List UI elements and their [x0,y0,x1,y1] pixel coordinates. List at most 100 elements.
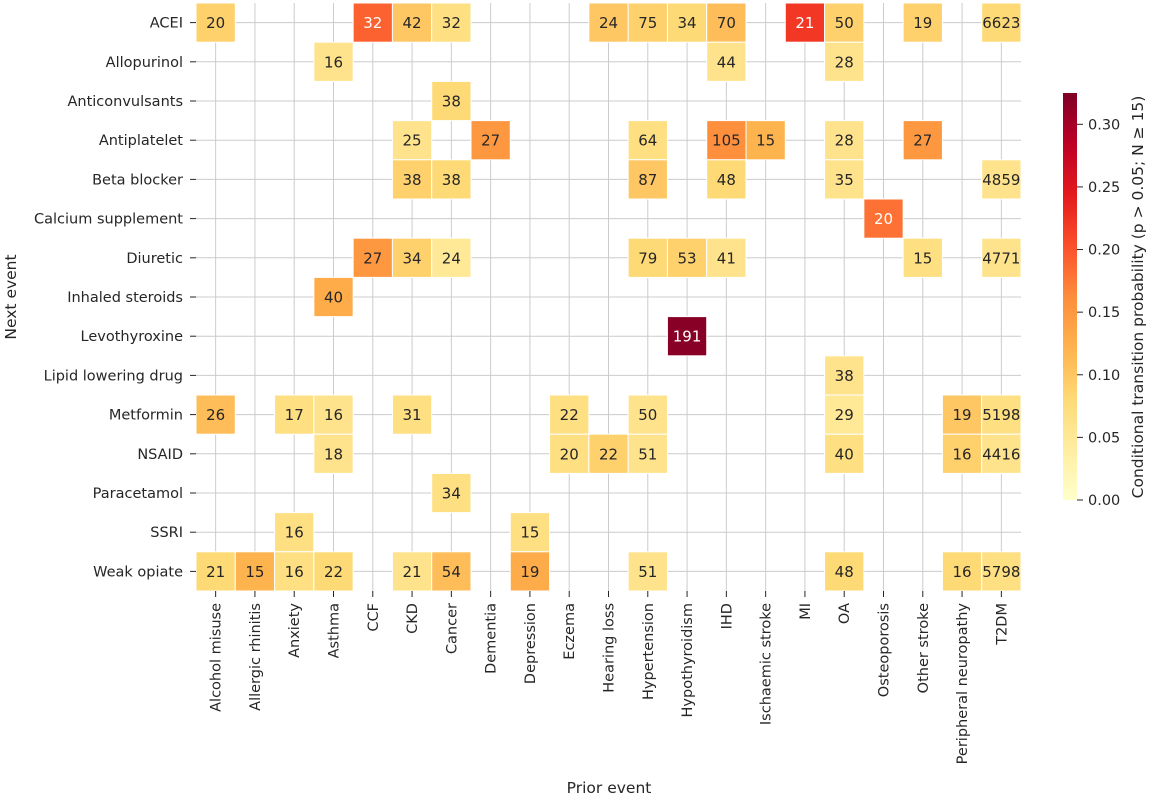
cell-value-label: 16 [285,563,304,581]
cell-value-label: 20 [874,210,893,228]
heatmap-cell [509,551,551,592]
heatmap-cell [981,159,1022,200]
heatmap-cell [824,41,865,82]
cell-value-label: 19 [953,406,972,424]
cell-value-label: 38 [403,171,422,189]
heatmap-cell [627,159,668,200]
heatmap-cell [941,551,983,592]
heatmap-cell [941,394,983,435]
x-tick-label: CCF [366,603,382,632]
cell-value-label: 79 [638,249,657,267]
cell-value-label: 26 [206,406,225,424]
cell-value-label: 4416 [982,445,1020,463]
cell-value-label: 38 [442,171,461,189]
x-axis-ticks: Alcohol misuse Allergic rhinitis Anxiety As… [209,591,1010,764]
heatmap-cell [195,2,236,43]
x-tick-label: Anxiety [287,603,303,658]
cell-value-label: 19 [520,563,539,581]
heatmap-cell [431,2,472,43]
heatmap-cell [431,80,472,122]
heatmap-cell [274,394,315,435]
cell-value-label: 16 [953,563,972,581]
y-tick-label: Antiplatelet [99,133,183,149]
cell-value-label: 34 [403,249,422,267]
cell-value-label: 70 [717,14,736,32]
heatmap-cell [706,159,747,200]
cell-value-label: 191 [673,328,702,346]
colorbar-tick-label: 0.25 [1088,180,1120,196]
cell-value-label: 51 [638,445,657,463]
cell-value-label: 15 [520,524,539,542]
y-tick-label: Paracetamol [93,486,183,502]
cell-value-label: 27 [913,132,932,150]
cell-value-label: 105 [712,132,741,150]
heatmap-cell [981,394,1022,435]
heatmap-cell [391,237,433,278]
y-tick-label: Allopurinol [106,55,183,71]
x-tick-label: IHD [719,603,735,629]
cell-value-label: 54 [442,563,461,581]
colorbar-tick-label: 0.15 [1088,305,1120,321]
cell-value-label: 16 [324,406,343,424]
cell-value-label: 15 [245,563,264,581]
heatmap-cell [431,551,472,592]
y-tick-label: ACEI [150,16,183,32]
heatmap-cell [981,237,1022,278]
cell-value-label: 38 [835,367,854,385]
heatmap-cell [391,120,433,161]
colorbar-title: Conditional transition probability (p > … [1129,96,1147,499]
cell-value-label: 28 [835,53,854,71]
cell-value-label: 38 [442,93,461,111]
heatmap-cell [313,276,354,318]
cell-value-label: 50 [835,14,854,32]
heatmap-cell [313,41,354,82]
heatmap-cell [666,237,708,278]
cell-value-label: 31 [403,406,422,424]
heatmap-cell [588,433,629,474]
cell-value-label: 50 [638,406,657,424]
heatmap-cell [431,472,472,514]
y-tick-label: Beta blocker [92,172,183,188]
heatmap-cell [706,120,747,161]
cell-value-label: 4771 [982,249,1020,267]
y-tick-label: Weak opiate [93,564,183,580]
heatmap-cell [824,120,865,161]
cell-value-label: 51 [638,563,657,581]
cell-value-label: 87 [638,171,657,189]
heatmap-cell [902,2,943,43]
heatmap-cell [824,2,865,43]
cell-value-label: 44 [717,53,736,71]
cell-value-label: 21 [403,563,422,581]
colorbar-tick-label: 0.05 [1088,430,1120,446]
heatmap-cell [470,120,511,161]
y-tick-label: Lipid lowering drug [44,368,183,384]
cell-value-label: 29 [835,406,854,424]
x-tick-label: MI [798,603,814,620]
x-tick-label: Depression [523,603,539,684]
grid-lines [196,3,1021,591]
heatmap-cell [195,394,236,435]
cell-value-label: 25 [403,132,422,150]
y-tick-label: Levothyroxine [81,329,184,345]
x-tick-label: Cancer [444,603,460,654]
heatmap-cell [509,512,551,553]
x-tick-label: Ischaemic stroke [759,603,775,725]
heatmap-cell [234,551,276,592]
cell-value-label: 6623 [982,14,1020,32]
cell-value-label: 17 [285,406,304,424]
cell-value-label: 28 [835,132,854,150]
x-tick-label: CKD [405,603,421,634]
y-tick-label: SSRI [150,525,183,541]
heatmap-cell [274,512,315,553]
cell-value-label: 42 [403,14,422,32]
cell-value-label: 22 [560,406,579,424]
x-tick-label: Asthma [327,603,343,658]
heatmap-cell [981,433,1022,474]
cell-value-label: 20 [206,14,225,32]
x-tick-label: OA [837,603,853,624]
cell-value-label: 75 [638,14,657,32]
heatmap-cell [981,2,1022,43]
heatmap-cell [902,237,943,278]
heatmap-cell [313,394,354,435]
y-tick-label: Diuretic [126,251,183,267]
